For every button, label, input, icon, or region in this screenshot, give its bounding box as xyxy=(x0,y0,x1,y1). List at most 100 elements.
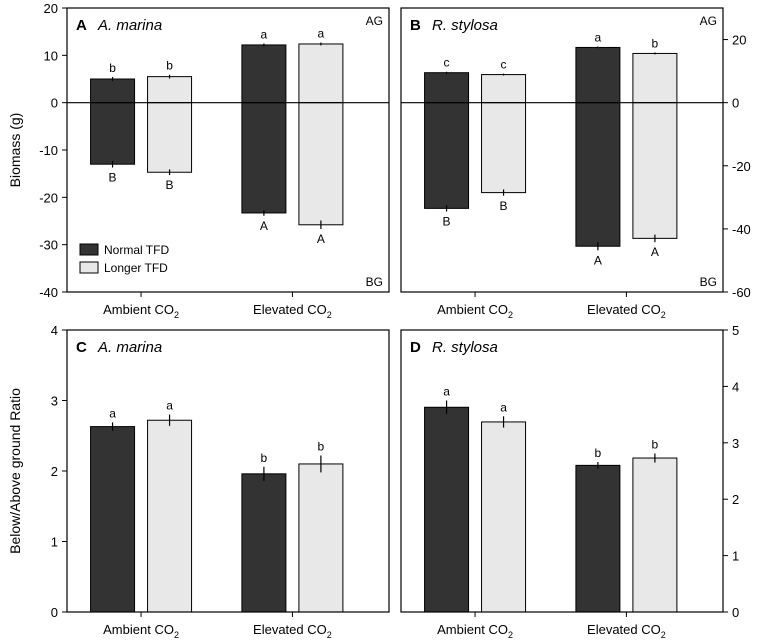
legend-swatch-longer xyxy=(79,261,99,274)
panel-a-ytick-label-3: -10 xyxy=(39,143,58,158)
panel-b-bg-label: BG xyxy=(700,275,717,289)
panel-a-letter-elevated-longer-below: A xyxy=(317,232,325,246)
panel-a-bar-ambient-normal-below xyxy=(90,102,136,165)
panel-b-title: R. stylosa xyxy=(432,17,498,34)
panel-a-xlabel-1: Elevated CO2 xyxy=(253,302,332,320)
panel-a-letter-ambient-longer-above: b xyxy=(166,59,173,73)
panel-b-letter-elevated-longer-below: A xyxy=(651,245,659,259)
panel-b-letter-ambient-normal-above: c xyxy=(444,56,450,70)
panel-b-bar-elevated-longer-above xyxy=(632,52,678,104)
panel-b-bar-elevated-normal-below xyxy=(575,102,621,247)
panel-c-ytick-label-3: 3 xyxy=(51,394,58,409)
panel-c-ytick-label-1: 1 xyxy=(51,535,58,550)
panel-d-letter-elevated-longer: b xyxy=(652,438,659,452)
panel-d-letter-elevated-normal: b xyxy=(595,446,602,460)
panel-a-ytick-label-0: -40 xyxy=(39,285,58,300)
panel-b-xlabel-0: Ambient CO2 xyxy=(437,302,513,320)
panel-a-ag-label: AG xyxy=(366,14,383,28)
panel-d-bar-ambient-longer xyxy=(481,421,527,613)
panel-b-frame xyxy=(400,7,724,293)
panel-d-ytick-label-3: 3 xyxy=(732,436,739,451)
panel-a-bar-elevated-normal-above xyxy=(241,44,287,104)
panel-b-ytick-label-1: -40 xyxy=(732,222,751,237)
panel-b-letter-elevated-normal-above: a xyxy=(595,30,602,44)
panel-d-letter-ambient-normal: a xyxy=(443,385,450,399)
panel-b-ag-label: AG xyxy=(700,14,717,28)
panel-d-bar-elevated-normal xyxy=(575,464,621,613)
legend-label-normal: Normal TFD xyxy=(104,243,169,257)
panel-d-ytick-label-1: 1 xyxy=(732,549,739,564)
panel-d-bar-ambient-normal xyxy=(424,406,470,613)
panel-b-bar-ambient-normal-above xyxy=(424,72,470,104)
panel-d-bar-elevated-longer xyxy=(632,457,678,613)
legend-label-longer: Longer TFD xyxy=(104,261,168,275)
panel-d-ytick-label-4: 4 xyxy=(732,379,739,394)
panel-b-letter-ambient-longer-above: c xyxy=(501,58,507,72)
panel-c-ytick-label-2: 2 xyxy=(51,464,58,479)
panel-d-ytick-label-0: 0 xyxy=(732,605,739,620)
panel-b-ytick-label-4: 20 xyxy=(732,33,746,48)
panel-c-ytick-label-4: 4 xyxy=(51,323,58,338)
panel-c-letter-ambient-normal: a xyxy=(109,406,116,420)
panel-b-bar-ambient-longer-below xyxy=(481,102,527,194)
panel-a-bar-elevated-normal-below xyxy=(241,102,287,214)
panel-b-bar-elevated-longer-below xyxy=(632,102,678,239)
panel-d-xlabel-0: Ambient CO2 xyxy=(437,622,513,640)
panel-a-bar-ambient-normal-above xyxy=(90,78,136,104)
panel-d-letter: D xyxy=(410,339,421,356)
panel-c-letter: C xyxy=(76,339,87,356)
panel-b-letter-elevated-normal-below: A xyxy=(594,253,602,267)
panel-b-xlabel-1: Elevated CO2 xyxy=(587,302,666,320)
panel-c-bar-elevated-longer xyxy=(298,463,344,613)
panel-a-bar-elevated-longer-below xyxy=(298,102,344,226)
panel-a-title: A. marina xyxy=(97,17,162,34)
panel-b-ytick-label-0: -60 xyxy=(732,285,751,300)
panel-a-letter: A xyxy=(76,17,87,34)
panel-a-bar-elevated-longer-above xyxy=(298,43,344,104)
panel-a-letter-elevated-normal-above: a xyxy=(261,28,268,42)
panel-a-letter-elevated-normal-below: A xyxy=(260,219,268,233)
panel-c-bar-ambient-longer xyxy=(147,419,193,613)
panel-a-bar-ambient-longer-above xyxy=(147,76,193,104)
panel-a-letter-elevated-longer-above: a xyxy=(318,27,325,41)
panel-a-letter-ambient-normal-above: b xyxy=(109,61,116,75)
panel-a-ytick-label-2: -20 xyxy=(39,190,58,205)
panel-d-letter-ambient-longer: a xyxy=(500,400,507,414)
panel-d-ytick-label-2: 2 xyxy=(732,492,739,507)
panel-b-letter: B xyxy=(410,17,421,34)
panel-a-letter-ambient-longer-below: B xyxy=(166,178,174,192)
panel-a-xlabel-0: Ambient CO2 xyxy=(103,302,179,320)
panel-b-letter-ambient-longer-below: B xyxy=(500,199,508,213)
panel-c-letter-elevated-normal: b xyxy=(261,451,268,465)
panel-b-bar-ambient-normal-below xyxy=(424,102,470,209)
panel-b-letter-ambient-normal-below: B xyxy=(443,215,451,229)
panel-b-ytick-label-2: -20 xyxy=(732,159,751,174)
panel-d-title: R. stylosa xyxy=(432,339,498,356)
panel-c-letter-elevated-longer: b xyxy=(318,439,325,453)
panel-a-ytick-label-5: 10 xyxy=(44,48,58,63)
panel-c-letter-ambient-longer: a xyxy=(166,399,173,413)
panel-b-ytick-label-3: 0 xyxy=(732,96,739,111)
panel-c-title: A. marina xyxy=(97,339,162,356)
panel-b-letter-elevated-longer-above: b xyxy=(652,36,659,50)
panel-b-bar-elevated-normal-above xyxy=(575,46,621,104)
panel-c-bar-ambient-normal xyxy=(90,426,136,613)
panel-a-bar-ambient-longer-below xyxy=(147,102,193,173)
panel-d-frame xyxy=(400,329,724,613)
panel-d-ytick-label-5: 5 xyxy=(732,323,739,338)
panel-a-ytick-label-4: 0 xyxy=(51,96,58,111)
panel-c-bar-elevated-normal xyxy=(241,473,287,613)
panel-d-xlabel-1: Elevated CO2 xyxy=(587,622,666,640)
panel-a-ylabel: Biomass (g) xyxy=(7,113,23,188)
panel-a-ytick-label-1: -30 xyxy=(39,238,58,253)
panel-c-ylabel: Below/Above ground Ratio xyxy=(7,388,23,554)
panel-c-xlabel-1: Elevated CO2 xyxy=(253,622,332,640)
panel-a-ytick-label-6: 20 xyxy=(44,1,58,16)
panel-c-ytick-label-0: 0 xyxy=(51,605,58,620)
legend-swatch-normal xyxy=(79,243,99,256)
panel-b-bar-ambient-longer-above xyxy=(481,74,527,104)
panel-c-xlabel-0: Ambient CO2 xyxy=(103,622,179,640)
panel-a-bg-label: BG xyxy=(366,275,383,289)
panel-a-letter-ambient-normal-below: B xyxy=(109,171,117,185)
